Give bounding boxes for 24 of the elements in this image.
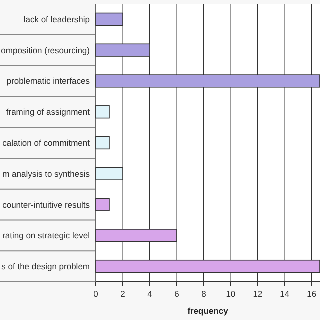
y-tick-label: omposition (resourcing) bbox=[1, 45, 90, 56]
x-tick-label: 10 bbox=[226, 289, 236, 299]
x-tick-label: 0 bbox=[94, 289, 99, 299]
y-tick-label: lack of leadership bbox=[24, 14, 90, 24]
bar bbox=[96, 136, 110, 150]
x-tick-label: 16 bbox=[307, 289, 317, 299]
bar bbox=[96, 106, 110, 119]
x-tick-label: 2 bbox=[120, 289, 126, 299]
x-tick-label: 6 bbox=[174, 289, 180, 299]
x-tick-label: 4 bbox=[148, 289, 153, 299]
x-tick-label: 14 bbox=[280, 289, 290, 299]
y-tick-label: framing of assignment bbox=[6, 107, 91, 118]
y-tick-label: calation of commitment bbox=[2, 138, 91, 148]
bar bbox=[96, 167, 124, 180]
x-tick-label: 8 bbox=[202, 289, 207, 299]
bar bbox=[96, 198, 110, 212]
y-tick-label: s of the design problem bbox=[2, 262, 90, 272]
x-tick-label: 12 bbox=[253, 289, 263, 299]
y-tick-label: rating on strategic level bbox=[2, 230, 90, 241]
y-tick-label: counter-intuitive results bbox=[2, 200, 90, 210]
y-tick-label: problematic interfaces bbox=[6, 76, 90, 86]
x-axis-title: frequency bbox=[188, 306, 229, 316]
y-tick-label: m analysis to synthesis bbox=[2, 168, 90, 179]
bar bbox=[96, 12, 124, 26]
